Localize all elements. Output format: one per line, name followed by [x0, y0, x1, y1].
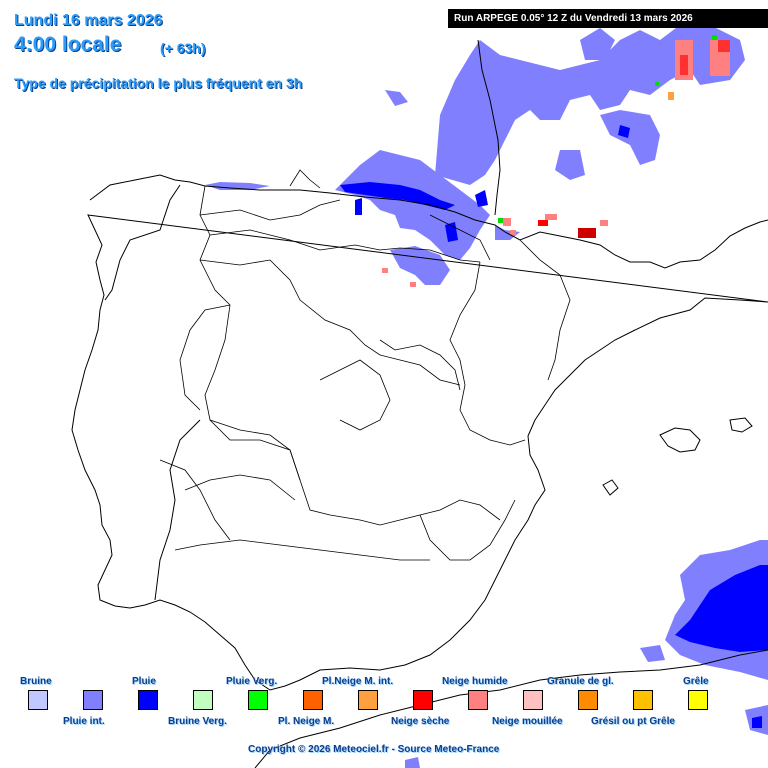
legend-label: Pl. Neige M.	[278, 716, 335, 727]
forecast-date: Lundi 16 mars 2026	[14, 12, 163, 29]
legend-label: Neige sèche	[391, 716, 450, 727]
legend-label: Pl.Neige M. int.	[322, 676, 394, 687]
iberian-coastline	[71, 174, 768, 691]
balearic-menorca	[729, 417, 753, 433]
north-africa-coast	[254, 649, 768, 768]
precip-heavy-rain-bands	[340, 125, 768, 728]
legend-label: Bruine Verg.	[168, 716, 227, 727]
legend-swatch	[193, 690, 213, 710]
legend-swatch	[358, 690, 378, 710]
french-atlantic-coast	[477, 39, 501, 216]
legend-swatch	[83, 690, 103, 710]
run-info-banner: Run ARPEGE 0.05° 12 Z du Vendredi 13 mar…	[448, 9, 768, 28]
legend-label: Pluie Verg.	[226, 676, 278, 687]
coastlines	[71, 39, 768, 768]
legend-swatch	[688, 690, 708, 710]
region-borders	[159, 169, 571, 561]
legend-label: Grêle	[683, 676, 709, 687]
balearic-mallorca	[659, 427, 701, 453]
legend-swatch	[578, 690, 598, 710]
legend-label: Neige humide	[442, 676, 508, 687]
forecast-local-time: 4:00 locale	[14, 33, 122, 56]
precip-light-rain-bands	[205, 20, 768, 768]
legend-swatch	[28, 690, 48, 710]
legend-swatch	[413, 690, 433, 710]
legend-label: Granule de gl.	[547, 676, 614, 687]
legend-label: Bruine	[20, 676, 52, 687]
balearic-ibiza	[602, 479, 619, 496]
legend-swatch	[523, 690, 543, 710]
forecast-offset: (+ 63h)	[160, 40, 206, 56]
legend-swatch	[138, 690, 158, 710]
product-title: Type de précipitation le plus fréquent e…	[14, 75, 303, 91]
legend-swatch	[303, 690, 323, 710]
country-borders	[104, 184, 201, 601]
legend-label: Grésil ou pt Grêle	[591, 716, 675, 727]
copyright: Copyright © 2026 Meteociel.fr - Source M…	[248, 744, 500, 755]
legend-swatch	[468, 690, 488, 710]
legend-swatch	[633, 690, 653, 710]
legend-label: Pluie	[132, 676, 156, 687]
precip-snow-cells	[382, 35, 730, 287]
legend-swatch	[248, 690, 268, 710]
legend-label: Pluie int.	[63, 716, 105, 727]
legend-label: Neige mouillée	[492, 716, 563, 727]
